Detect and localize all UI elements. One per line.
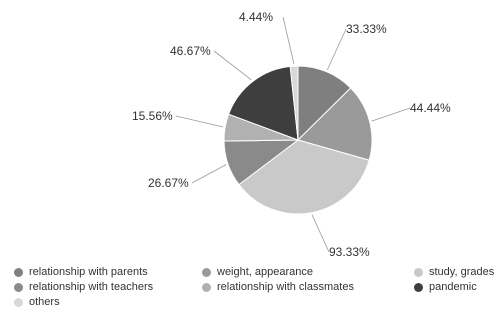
- legend-item: weight, appearance: [202, 266, 313, 278]
- legend-label: study, grades: [429, 266, 495, 278]
- data-label: 44.44%: [410, 101, 451, 115]
- legend-item: pandemic: [414, 281, 477, 293]
- legend-swatch: [202, 267, 211, 277]
- legend-swatch: [414, 282, 423, 292]
- leader-line: [213, 50, 252, 81]
- legend-label: others: [29, 296, 60, 308]
- data-label: 33.33%: [346, 22, 387, 36]
- data-label: 26.67%: [148, 176, 189, 190]
- legend-swatch: [14, 282, 23, 292]
- data-label: 15.56%: [132, 109, 173, 123]
- legend-item: study, grades: [414, 266, 494, 278]
- data-label: 4.44%: [239, 10, 273, 24]
- pie-slice: [297, 65, 352, 142]
- leader-line: [311, 214, 330, 253]
- data-label: 46.67%: [170, 44, 211, 58]
- data-labels: 33.33% 44.44% 93.33% 26.67% 15.56% 46.67% 4.44…: [132, 10, 451, 259]
- legend-swatch: [414, 267, 423, 277]
- legend-label: pandemic: [429, 281, 477, 293]
- leader-lines: [175, 16, 411, 253]
- legend-label: weight, appearance: [217, 266, 314, 278]
- legend-swatch: [202, 282, 211, 292]
- pie-slice: [228, 65, 299, 141]
- leader-line: [326, 28, 347, 71]
- leader-line: [191, 164, 227, 184]
- data-label: 93.33%: [329, 245, 370, 259]
- pie-slice: [289, 65, 299, 141]
- legend-swatch: [14, 267, 23, 277]
- leader-line: [282, 16, 295, 65]
- leader-line: [175, 115, 224, 128]
- pie-slice: [297, 87, 373, 161]
- legend-item: relationship with teachers: [14, 281, 153, 293]
- legend-item: relationship with classmates: [202, 281, 354, 293]
- legend-label: relationship with teachers: [29, 281, 154, 293]
- legend-item: relationship with parents: [14, 266, 148, 278]
- leader-line: [371, 107, 411, 122]
- legend-label: relationship with parents: [29, 266, 148, 278]
- legend-item: others: [14, 296, 60, 308]
- pie-slices: [223, 65, 373, 215]
- pie-slice: [238, 139, 370, 215]
- legend-label: relationship with classmates: [217, 281, 354, 293]
- legend-swatch: [14, 297, 23, 307]
